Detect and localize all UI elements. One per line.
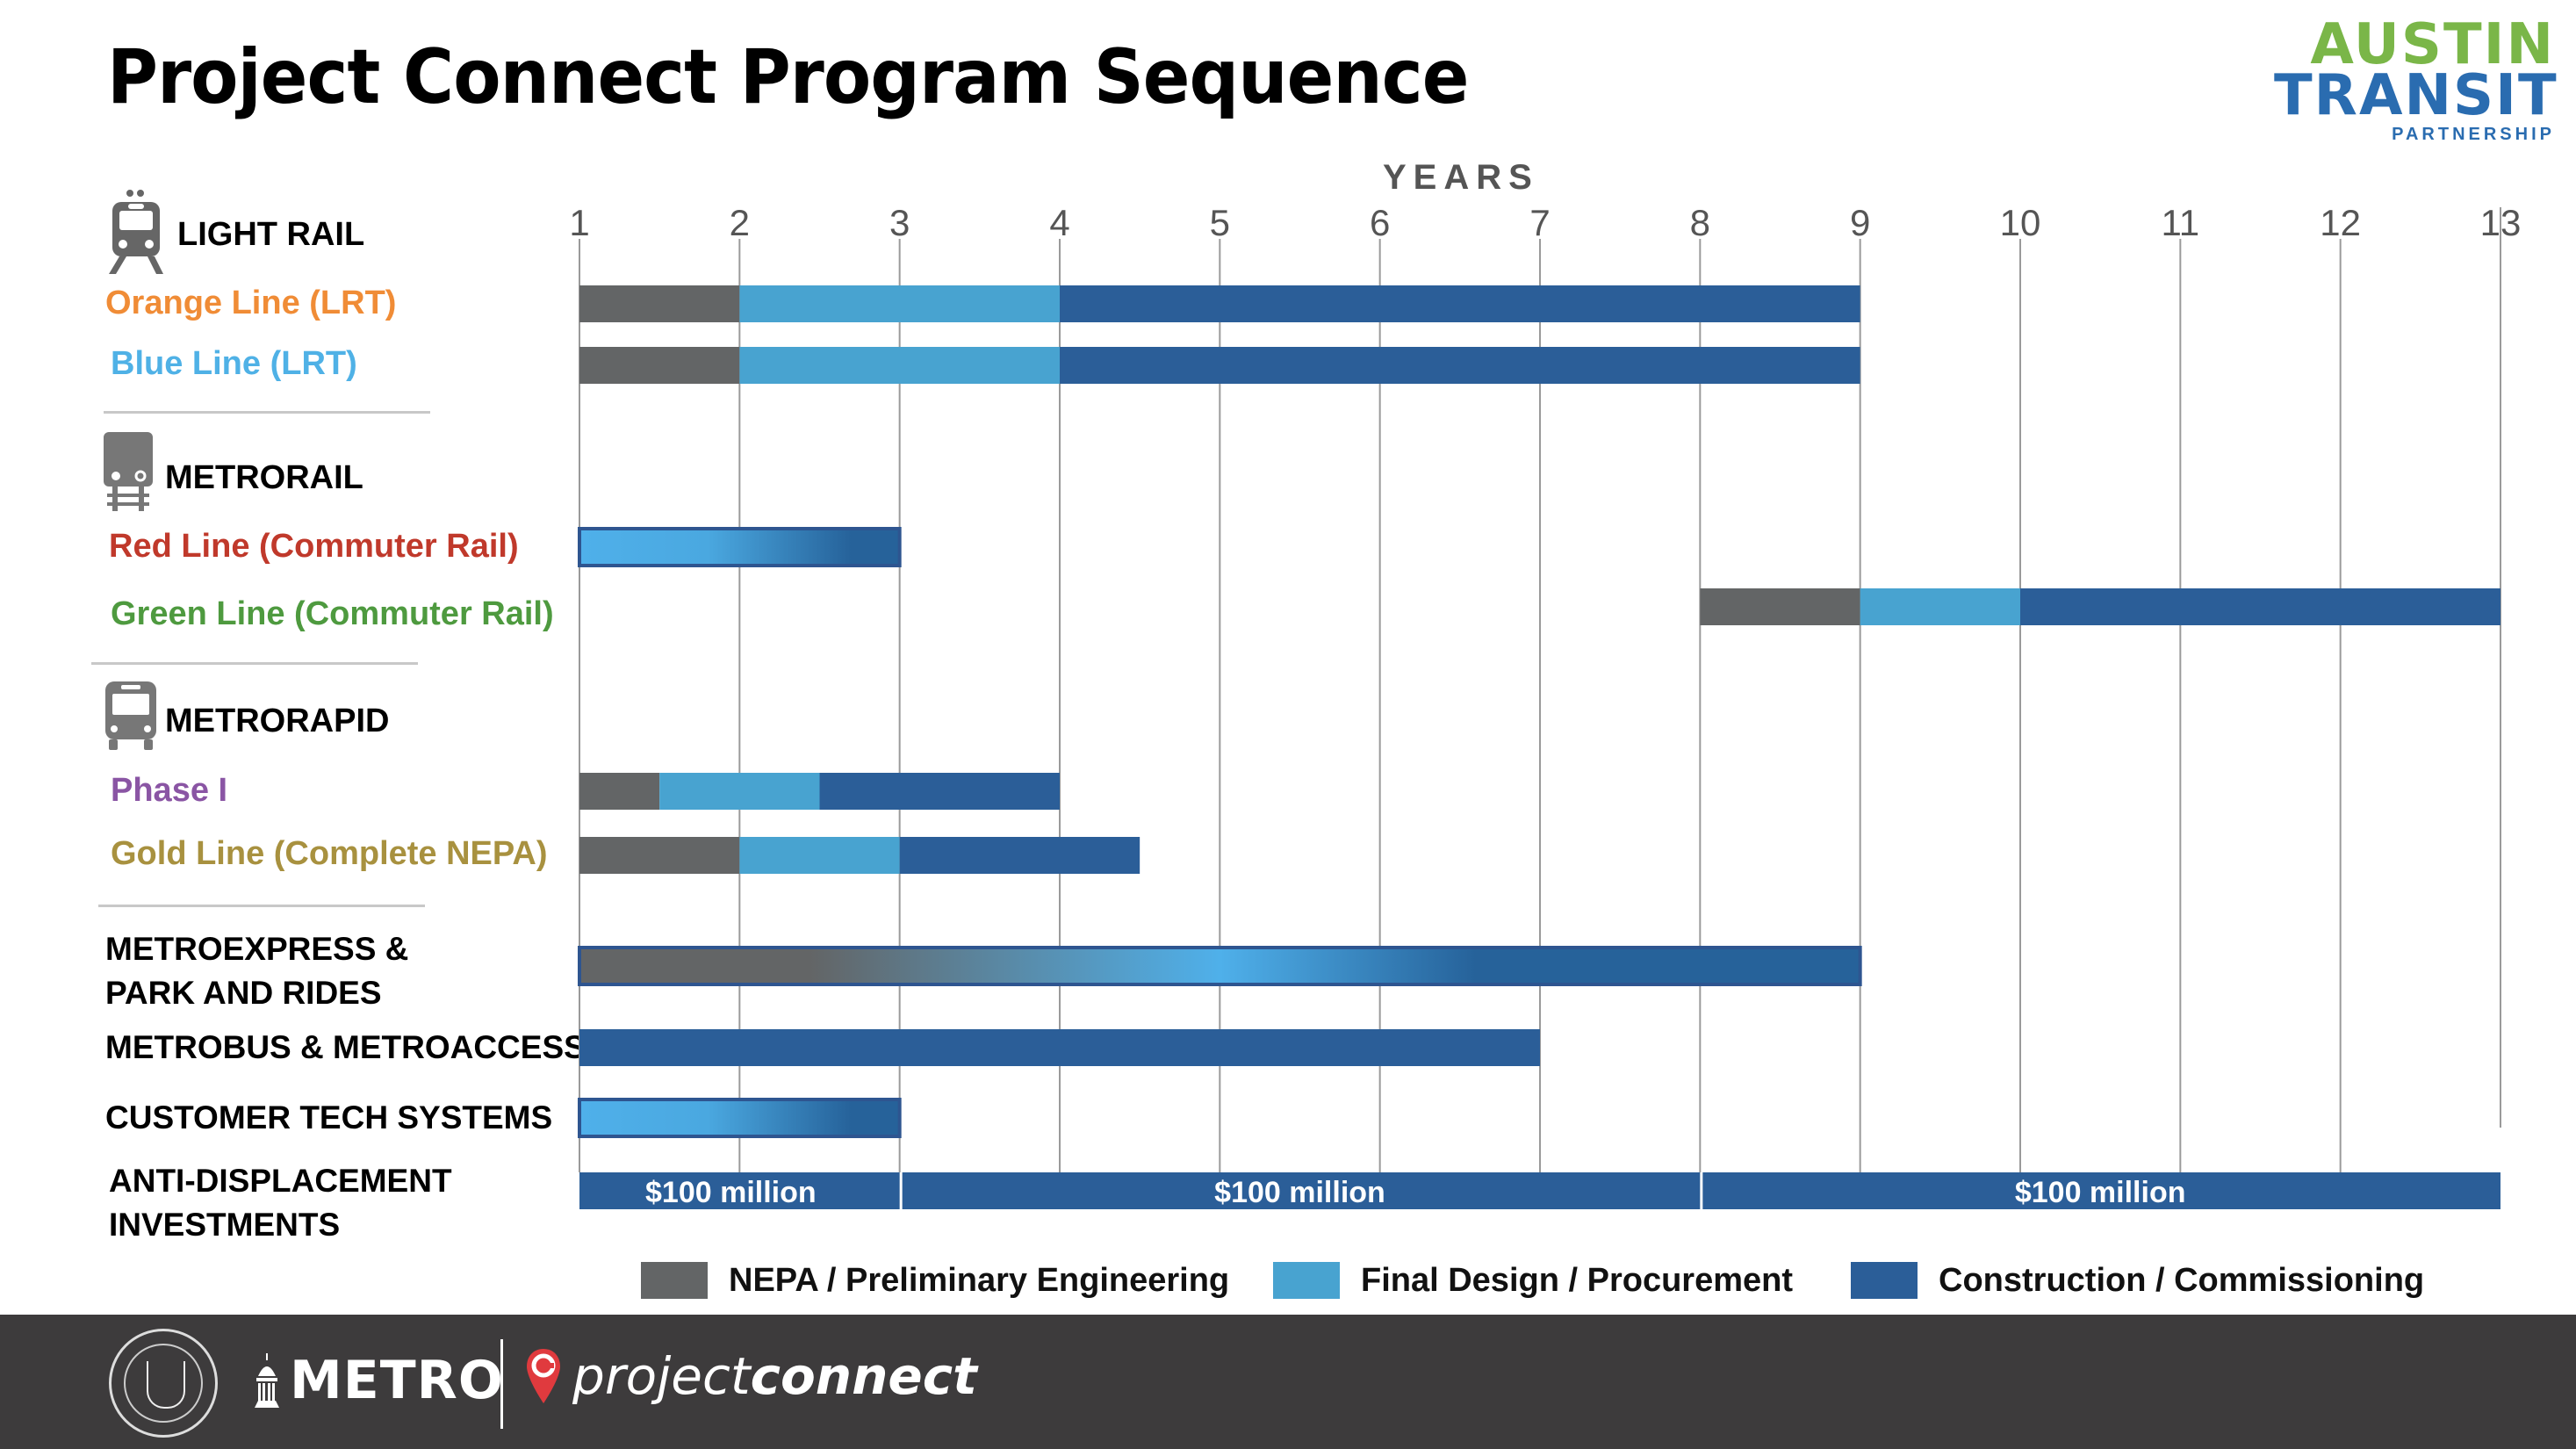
footer-bar: METRO projectconnect [0, 1315, 2576, 1449]
bar-segment-construction [899, 837, 1140, 874]
section-divider [98, 905, 425, 907]
bar-segment-construction [579, 1029, 1540, 1066]
section-divider [91, 662, 418, 665]
bar-segment-nepa [1700, 588, 1860, 625]
footer-divider [500, 1339, 503, 1429]
bar-segment-construction [1060, 347, 1860, 384]
bar-segment-gradient-fd-to-construction [578, 527, 902, 567]
legend-item-construction: Construction / Commissioning [1851, 1261, 2424, 1300]
row-label-blue-line: Blue Line (LRT) [111, 345, 357, 382]
x-tick-label: 6 [1370, 202, 1390, 243]
bar-segment-construction [2020, 588, 2500, 625]
row-label-anti-displacement-line1: ANTI-DISPLACEMENT [109, 1163, 452, 1199]
x-tick-label: 1 [569, 202, 589, 243]
row-label-orange-line: Orange Line (LRT) [105, 285, 397, 321]
commuter-train-icon [104, 432, 153, 511]
bar-segment-final-design [739, 285, 1060, 322]
bar-value-label: $100 million [645, 1176, 817, 1209]
legend-swatch-final-design [1273, 1262, 1340, 1299]
light-rail-train-icon [109, 190, 163, 274]
austin-transit-partnership-logo: AUSTIN TRANSIT PARTNERSHIP [2274, 12, 2558, 145]
logo-line-transit: TRANSIT [2274, 63, 2558, 128]
section-metrorapid: METRORAPID [165, 703, 390, 739]
legend-item-final-design: Final Design / Procurement [1273, 1261, 1793, 1300]
bar-value-label: $100 million [2015, 1176, 2186, 1209]
metro-logo: METRO [255, 1350, 504, 1411]
location-pin-icon [527, 1349, 560, 1403]
x-tick-label: 3 [889, 202, 910, 243]
bus-icon [105, 681, 156, 750]
row-label-customer-tech: CUSTOMER TECH SYSTEMS [105, 1099, 553, 1135]
bar-segment-nepa [579, 773, 660, 810]
logo-line-austin: AUSTIN [2310, 12, 2555, 77]
bar-segment-construction [1702, 1172, 2500, 1209]
page-title: Project Connect Program Sequence [107, 33, 1469, 121]
bar-segment-construction [819, 773, 1060, 810]
x-tick-label: 11 [2162, 202, 2200, 243]
bar-segment-nepa [579, 347, 740, 384]
row-label-anti-displacement-line2: INVESTMENTS [109, 1207, 341, 1243]
legend-label-construction: Construction / Commissioning [1939, 1261, 2425, 1299]
x-tick-label: 10 [2000, 202, 2041, 243]
row-label-anti-displacement: ANTI-DISPLACEMENT INVESTMENTS [109, 1159, 452, 1247]
x-tick-label: 5 [1210, 202, 1230, 243]
x-tick-label: 12 [2320, 202, 2361, 243]
legend-label-final-design: Final Design / Procurement [1361, 1261, 1793, 1299]
row-label-gold-line: Gold Line (Complete NEPA) [111, 835, 548, 872]
bar-segment-final-design [739, 347, 1060, 384]
section-metrorail: METRORAIL [165, 459, 363, 496]
projectconnect-logo: projectconnect [525, 1346, 977, 1406]
projectconnect-wordmark: projectconnect [572, 1346, 977, 1406]
row-label-metroexpress-line2: PARK AND RIDES [105, 975, 382, 1011]
x-tick-label: 7 [1529, 202, 1550, 243]
projectconnect-bold: connect [750, 1346, 977, 1406]
bar-segment-construction [902, 1172, 1701, 1209]
bar-segment-nepa [579, 837, 740, 874]
bar-segment-construction [1060, 285, 1860, 322]
metro-wordmark: METRO [290, 1350, 504, 1411]
x-tick-label: 4 [1049, 202, 1069, 243]
city-of-austin-seal-icon [109, 1329, 218, 1438]
legend-label-nepa: NEPA / Preliminary Engineering [729, 1261, 1230, 1299]
x-tick-label: 8 [1690, 202, 1710, 243]
bar-segment-final-design [739, 837, 900, 874]
x-axis-label: YEARS [1383, 158, 1539, 197]
bar-segment-nepa [579, 285, 740, 322]
row-label-metroexpress: METROEXPRESS & PARK AND RIDES [105, 927, 408, 1015]
section-light-rail: LIGHT RAIL [177, 216, 365, 253]
x-tick-label: 2 [730, 202, 750, 243]
bar-segment-final-design [1860, 588, 2020, 625]
row-label-metroexpress-line1: METROEXPRESS & [105, 931, 409, 967]
section-divider [104, 411, 430, 414]
bar-segment-gradient-all-phases [578, 946, 1862, 986]
seal-shield-icon [147, 1361, 185, 1409]
legend-swatch-construction [1851, 1262, 1918, 1299]
row-label-phase-i: Phase I [111, 772, 228, 809]
capitol-dome-icon [255, 1353, 279, 1408]
x-tick-label: 13 [2480, 202, 2522, 243]
row-label-metrobus: METROBUS & METROACCESS [105, 1029, 586, 1065]
row-label-green-line: Green Line (Commuter Rail) [111, 595, 554, 632]
bar-segment-construction [579, 1172, 900, 1209]
bar-segment-final-design [659, 773, 820, 810]
projectconnect-light: project [572, 1346, 751, 1406]
logo-line-partnership: PARTNERSHIP [2392, 125, 2555, 144]
gantt-chart: 1 2 3 4 5 6 7 8 9 10 11 12 13 $100 million $100 milli… [569, 202, 2522, 1209]
legend-item-nepa: NEPA / Preliminary Engineering [641, 1261, 1229, 1300]
x-tick-label: 9 [1850, 202, 1870, 243]
row-label-red-line: Red Line (Commuter Rail) [109, 528, 519, 565]
bar-value-label: $100 million [1214, 1176, 1385, 1209]
bar-segment-gradient-fd-to-construction [578, 1098, 902, 1138]
legend-swatch-nepa [641, 1262, 708, 1299]
